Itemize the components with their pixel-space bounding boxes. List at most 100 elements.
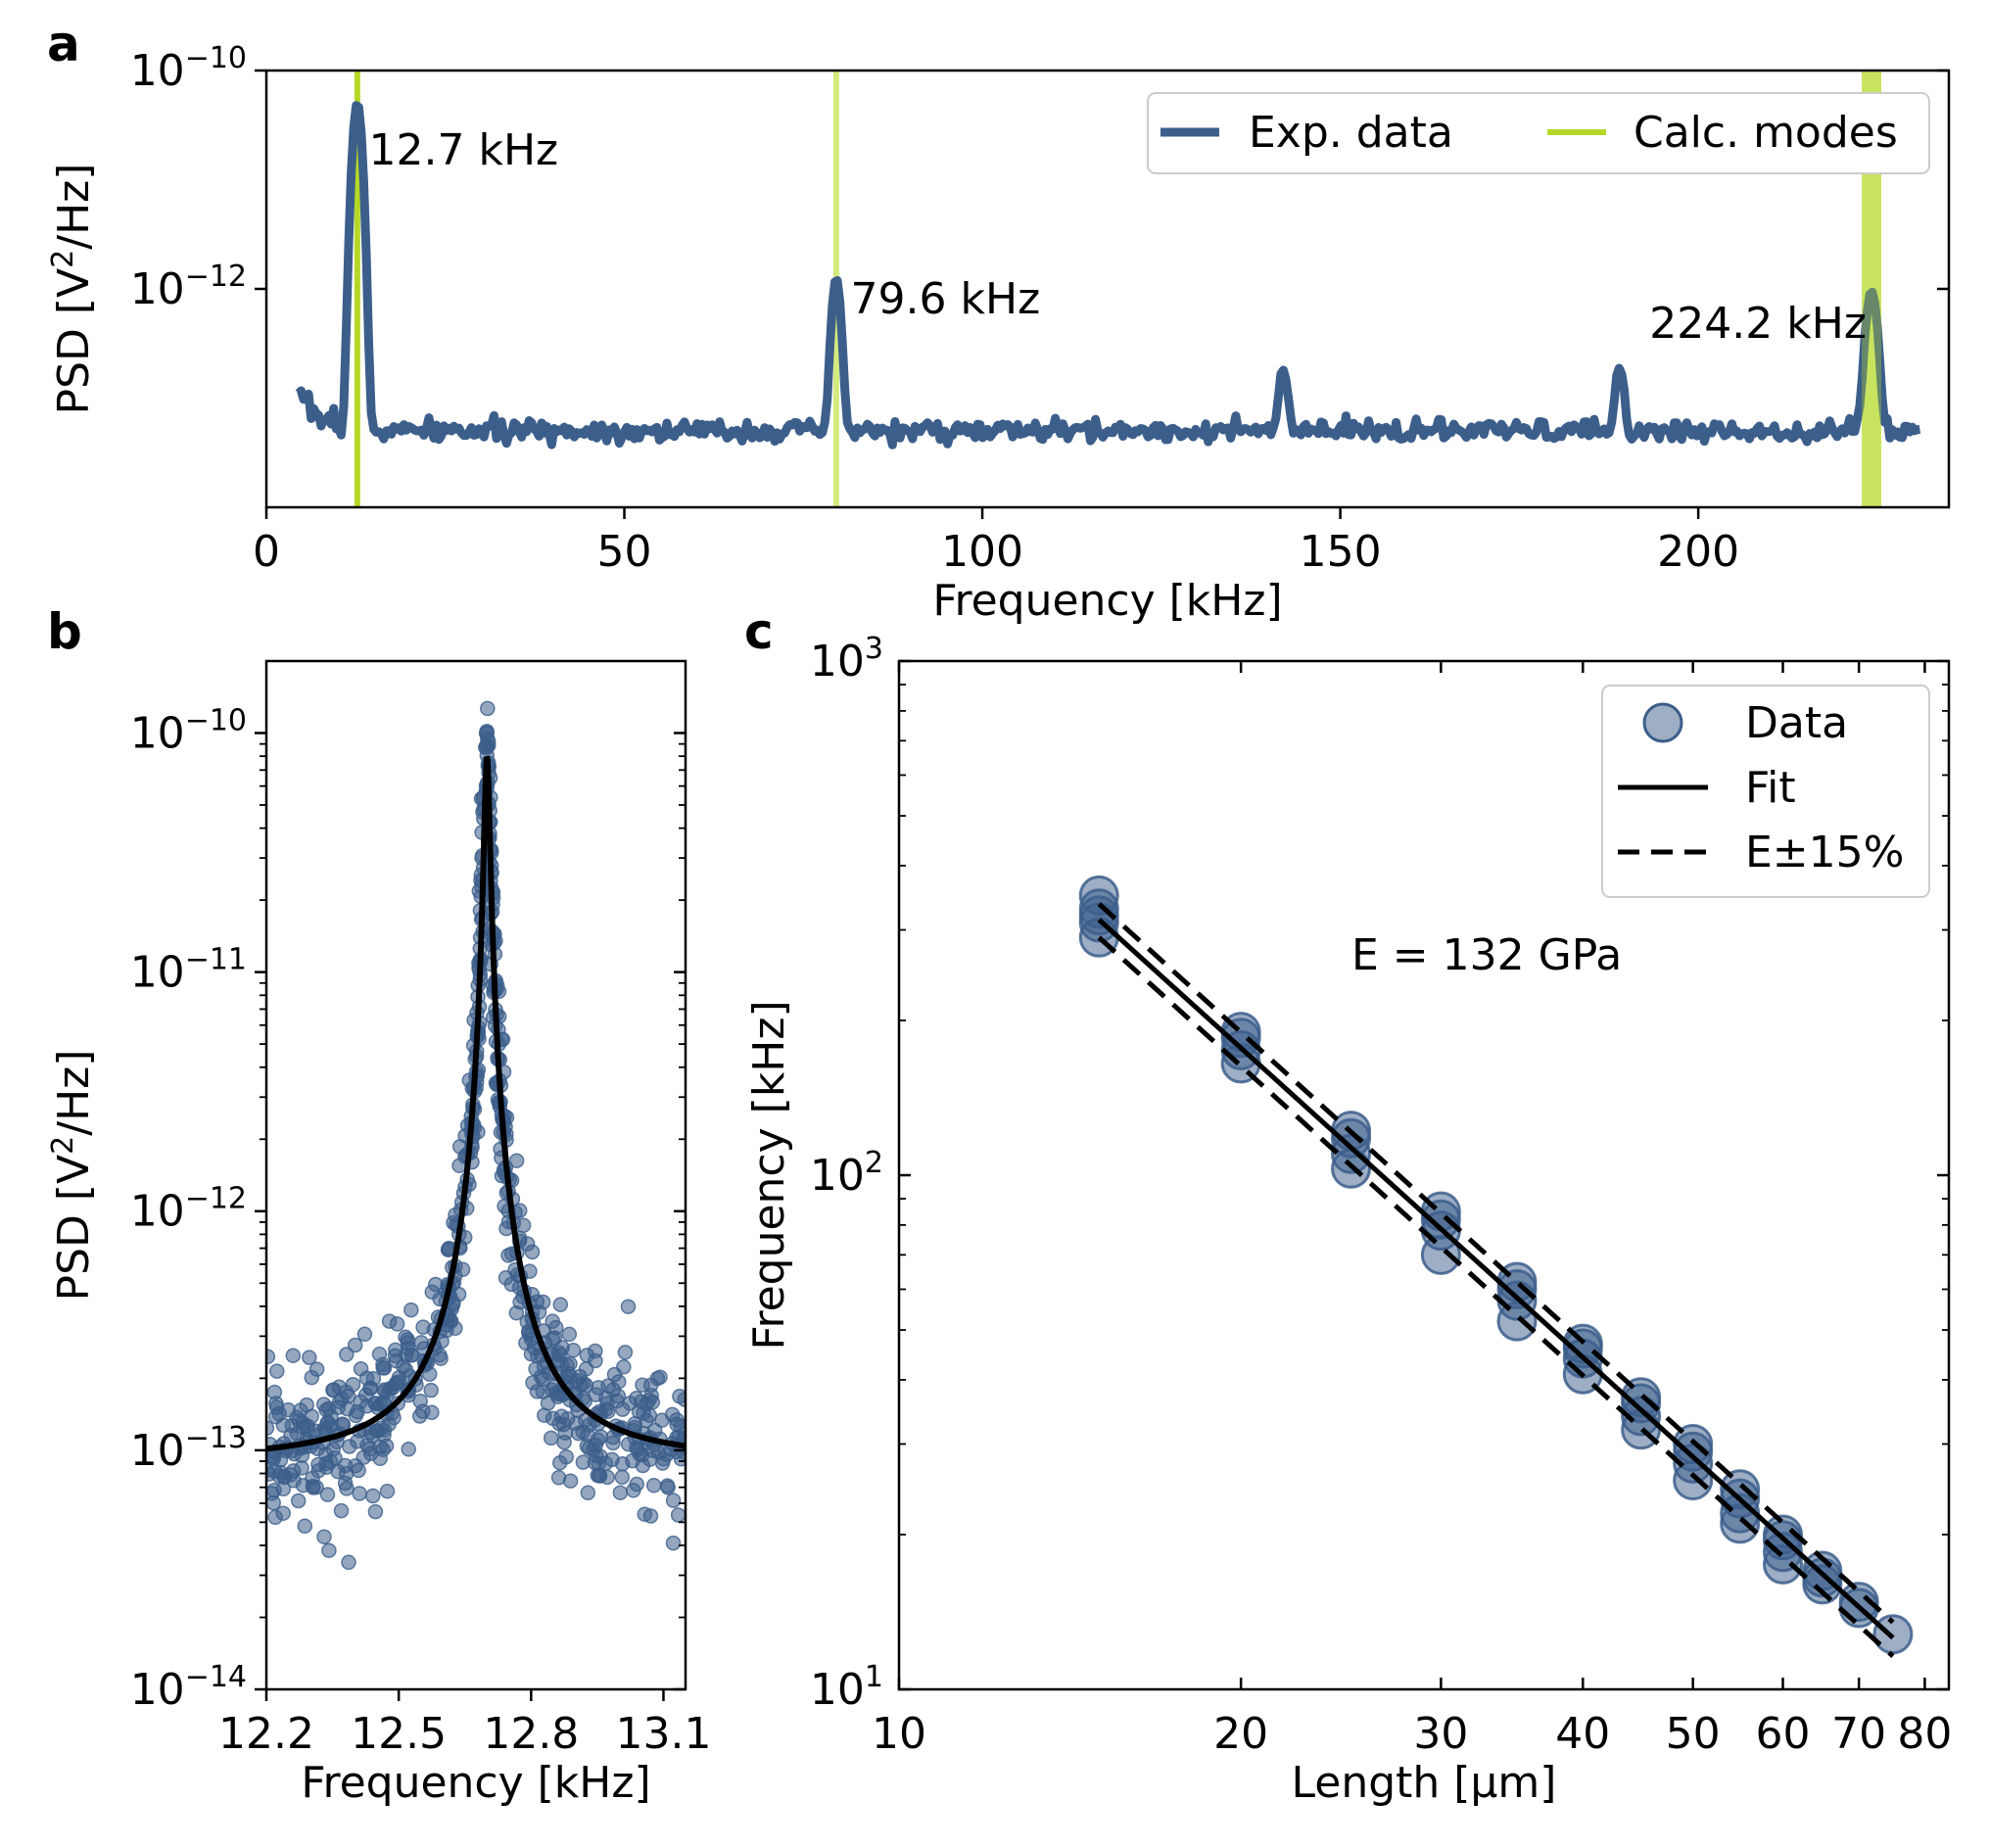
data-point xyxy=(276,1468,292,1485)
x-tick-label: 80 xyxy=(1897,1709,1952,1759)
data-point xyxy=(580,1485,596,1501)
data-point xyxy=(605,1435,621,1451)
data-point xyxy=(479,731,496,747)
fit-curve xyxy=(266,755,686,1452)
x-axis-label: Length [µm] xyxy=(1292,1758,1557,1808)
x-tick-label: 12.5 xyxy=(351,1709,447,1759)
data-point xyxy=(547,1319,564,1336)
data-point xyxy=(1496,1301,1538,1342)
data-point xyxy=(562,1473,579,1489)
data-point xyxy=(289,1409,305,1426)
x-tick-label: 40 xyxy=(1555,1709,1610,1759)
data-point xyxy=(625,1452,640,1469)
peak-label: 12.7 kHz xyxy=(369,125,559,175)
panel-c-chart: 10 20 30 40 50 60 70 80 103 102 101 Length [µm] Freq… xyxy=(744,632,1952,1808)
data-point xyxy=(617,1345,634,1360)
data-point xyxy=(341,1554,356,1571)
data-point xyxy=(524,1244,541,1260)
y-axis-label: PSD [V2/Hz] xyxy=(46,164,99,415)
fit-line xyxy=(1097,918,1895,1640)
data-point xyxy=(565,1342,582,1358)
data-point xyxy=(1802,1564,1843,1605)
data-point xyxy=(285,1348,302,1363)
data-point xyxy=(412,1393,428,1409)
data-point xyxy=(348,1407,364,1424)
data-point xyxy=(275,1505,291,1521)
peak-label: 79.6 kHz xyxy=(851,274,1041,324)
data-point xyxy=(558,1448,574,1465)
data-point xyxy=(660,1480,676,1495)
data-point xyxy=(339,1347,355,1362)
data-point xyxy=(592,1448,608,1464)
data-point xyxy=(543,1430,559,1446)
data-point xyxy=(316,1529,332,1544)
x-tick-label: 30 xyxy=(1413,1709,1468,1759)
data-point xyxy=(645,1478,662,1493)
data-point xyxy=(308,1479,324,1495)
data-point xyxy=(1078,895,1119,936)
fit-lower-15pct xyxy=(1097,935,1895,1659)
data-point xyxy=(400,1335,416,1350)
data-point xyxy=(342,1439,357,1454)
data-point xyxy=(377,1383,394,1399)
data-point xyxy=(358,1398,375,1414)
legend: Data Fit E±15% xyxy=(1601,685,1930,898)
data-point xyxy=(672,1389,686,1404)
data-point xyxy=(652,1369,668,1385)
data-point xyxy=(351,1462,366,1479)
y-tick-label: 10−11 xyxy=(130,943,247,998)
data-point xyxy=(323,1418,339,1434)
data-point xyxy=(321,1542,337,1558)
x-tick-label: 13.1 xyxy=(615,1709,711,1759)
data-point xyxy=(1720,1469,1761,1510)
data-point xyxy=(572,1368,588,1385)
data-point xyxy=(423,1382,439,1398)
x-axis-label: Frequency [kHz] xyxy=(301,1758,650,1808)
y-tick-label: 10−12 xyxy=(130,260,247,314)
data-point xyxy=(551,1416,567,1432)
y-tick-label: 101 xyxy=(810,1660,883,1715)
data-point xyxy=(599,1396,615,1411)
data-point xyxy=(654,1412,670,1428)
calc-mode-band-overlay xyxy=(1862,71,1882,507)
legend-marker-data xyxy=(1642,702,1683,743)
data-point xyxy=(600,1378,616,1394)
data-point xyxy=(365,1488,381,1504)
x-tick-label: 60 xyxy=(1756,1709,1811,1759)
data-point xyxy=(275,1417,292,1434)
data-point xyxy=(535,1294,551,1310)
data-point xyxy=(535,1371,550,1387)
data-point xyxy=(665,1535,682,1551)
x-tick-label: 50 xyxy=(1666,1709,1721,1759)
legend-label-exp: Exp. data xyxy=(1249,108,1453,158)
panel-label-c: c xyxy=(744,603,774,660)
data-point xyxy=(635,1377,650,1393)
data-point xyxy=(339,1481,355,1496)
data-point xyxy=(644,1395,661,1410)
y-axis-label: PSD [V2/Hz] xyxy=(46,1050,99,1302)
data-point xyxy=(401,1442,416,1457)
data-point xyxy=(381,1313,398,1329)
x-tick-label: 10 xyxy=(872,1709,926,1759)
data-point xyxy=(552,1297,569,1312)
data-point xyxy=(614,1469,631,1486)
y-tick-label: 103 xyxy=(810,632,883,687)
legend-label-calc: Calc. modes xyxy=(1634,108,1898,158)
data-point xyxy=(319,1487,336,1502)
data-point xyxy=(579,1438,595,1454)
x-tick-label: 100 xyxy=(941,527,1023,577)
data-point xyxy=(575,1454,592,1470)
data-point xyxy=(673,1418,686,1434)
data-point xyxy=(358,1370,375,1386)
legend-label-e15: E±15% xyxy=(1745,828,1904,877)
x-tick-label: 150 xyxy=(1300,527,1382,577)
y-tick-label: 10−13 xyxy=(130,1421,247,1476)
legend-box xyxy=(1601,685,1930,898)
data-point xyxy=(1420,1234,1461,1275)
legend-label-data: Data xyxy=(1745,698,1848,748)
x-tick-label: 200 xyxy=(1657,527,1739,577)
data-point xyxy=(297,1518,313,1535)
panel-label-b: b xyxy=(47,603,82,660)
data-point xyxy=(670,1507,686,1523)
